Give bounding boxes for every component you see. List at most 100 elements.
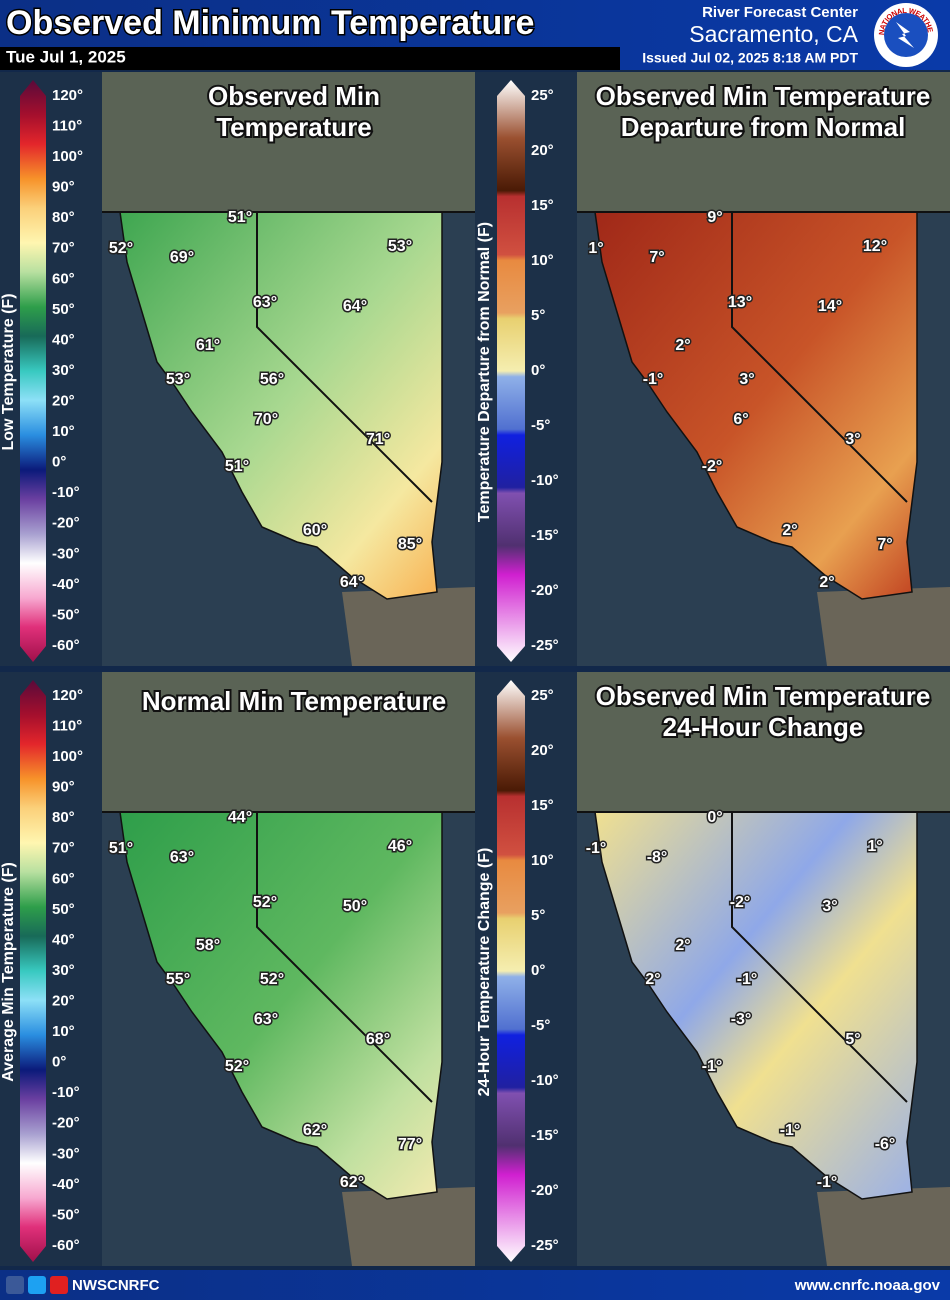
colorbar-tick: -5° bbox=[531, 1017, 550, 1034]
colorbar-label: Temperature Departure from Normal (F) bbox=[476, 222, 493, 522]
temp-label: 52° bbox=[225, 1058, 249, 1075]
terrain-south bbox=[342, 587, 475, 666]
logo-bolt bbox=[896, 22, 914, 48]
temp-label: 63° bbox=[254, 1011, 278, 1028]
website-url[interactable]: www.cnrfc.noaa.gov bbox=[794, 1277, 941, 1294]
colorbar-tick: 80° bbox=[52, 209, 75, 226]
temp-label: 46° bbox=[388, 838, 412, 855]
colorbar-tick: -40° bbox=[52, 1176, 80, 1193]
colorbar-tick: 0° bbox=[531, 962, 545, 979]
colorbar bbox=[20, 680, 46, 1262]
temp-label: 51° bbox=[109, 840, 133, 857]
temp-label: -1° bbox=[586, 840, 607, 857]
temp-label: 61° bbox=[196, 337, 220, 354]
temp-label: 63° bbox=[253, 294, 277, 311]
temp-label: 58° bbox=[196, 937, 220, 954]
colorbar-tick: 0° bbox=[52, 1054, 66, 1071]
colorbar-label: Low Temperature (F) bbox=[0, 293, 17, 450]
legend: 25° 20° 15° 10° 5° 0° -5° -10° -15° -20° -25° 24-Ho… bbox=[475, 672, 577, 1266]
temp-label: 64° bbox=[343, 298, 367, 315]
colorbar-tick: 100° bbox=[52, 148, 83, 165]
colorbar-tick: 90° bbox=[52, 179, 75, 196]
temp-label: 71° bbox=[366, 431, 390, 448]
temp-label: 60° bbox=[303, 522, 327, 539]
temp-label: 52° bbox=[109, 240, 133, 257]
legend: 120° 110° 100° 90° 80° 70° 60° 50° 40° 30° 20° 10° 0… bbox=[0, 672, 102, 1266]
colorbar-tick: -60° bbox=[52, 1237, 80, 1254]
temp-label: 1° bbox=[588, 240, 603, 257]
colorbar-tick: 50° bbox=[52, 901, 75, 918]
colorbar-tick: 40° bbox=[52, 331, 75, 348]
panel-title: Temperature bbox=[216, 112, 372, 142]
social-handle[interactable]: NWSCNRFC bbox=[72, 1277, 160, 1294]
social-icon[interactable] bbox=[50, 1276, 68, 1294]
temp-label: 12° bbox=[863, 238, 887, 255]
colorbar-tick: 25° bbox=[531, 687, 554, 704]
social-icon[interactable] bbox=[6, 1276, 24, 1294]
temp-label: -1° bbox=[780, 1122, 801, 1139]
colorbar bbox=[497, 680, 525, 1262]
panel-title: Normal Min Temperature bbox=[142, 686, 446, 716]
temp-label: 2° bbox=[782, 522, 797, 539]
map-panel: Normal Min Temperature 44° 51° 63° 46° 52° 50°… bbox=[102, 672, 475, 1266]
colorbar bbox=[497, 80, 525, 662]
panel-title: Observed Min Temperature bbox=[596, 81, 931, 111]
colorbar-tick: 30° bbox=[52, 962, 75, 979]
temp-label: 56° bbox=[260, 371, 284, 388]
ca-nv-border bbox=[256, 212, 433, 503]
temp-label: 14° bbox=[818, 298, 842, 315]
issued: Issued Jul 02, 2025 8:18 AM PDT bbox=[642, 50, 858, 66]
legend-panel bbox=[0, 672, 102, 1266]
temp-label: 2° bbox=[675, 337, 690, 354]
colorbar-tick: 50° bbox=[52, 301, 75, 318]
terrain-north bbox=[577, 72, 950, 212]
colorbar-tick: 20° bbox=[531, 742, 554, 759]
temp-label: 13° bbox=[728, 294, 752, 311]
colorbar-tick: -10° bbox=[52, 484, 80, 501]
ca-nv-border bbox=[256, 812, 433, 1103]
colorbar-tick: -25° bbox=[531, 1237, 559, 1254]
panel-title: Observed Min Temperature bbox=[596, 681, 931, 711]
temp-label: 68° bbox=[366, 1031, 390, 1048]
office-line1: River Forecast Center bbox=[702, 4, 858, 21]
temp-label: 3° bbox=[822, 898, 837, 915]
colorbar-tick: 0° bbox=[52, 454, 66, 471]
temp-label: -3° bbox=[731, 1011, 752, 1028]
legend-panel bbox=[475, 72, 577, 666]
temp-label: -1° bbox=[817, 1174, 838, 1191]
colorbar-label: Average Min Temperature (F) bbox=[0, 862, 17, 1082]
colorbar-tick: 110° bbox=[52, 118, 82, 135]
colorbar-tick: 10° bbox=[52, 1023, 75, 1040]
temp-label: 70° bbox=[254, 411, 278, 428]
temp-label: 0° bbox=[707, 809, 722, 826]
panel-title: 24-Hour Change bbox=[663, 712, 864, 742]
social-icon[interactable] bbox=[28, 1276, 46, 1294]
state-fill bbox=[119, 811, 443, 1200]
temp-label: 63° bbox=[170, 849, 194, 866]
temp-label: -2° bbox=[730, 894, 751, 911]
colorbar-tick: 5° bbox=[531, 307, 545, 324]
temp-label: -6° bbox=[875, 1136, 896, 1153]
colorbar-tick: 5° bbox=[531, 907, 545, 924]
ca-nv-border bbox=[731, 212, 908, 503]
colorbar-tick: 20° bbox=[52, 393, 75, 410]
colorbar-tick: 10° bbox=[531, 252, 554, 269]
temp-label: 3° bbox=[739, 371, 754, 388]
colorbar-tick: -5° bbox=[531, 417, 550, 434]
colorbar-tick: -10° bbox=[531, 472, 559, 489]
temp-label: 50° bbox=[343, 898, 367, 915]
terrain-south bbox=[817, 1187, 950, 1266]
colorbar-tick: -15° bbox=[531, 527, 559, 544]
colorbar-tick: 15° bbox=[531, 797, 554, 814]
colorbar-tick: -25° bbox=[531, 637, 559, 654]
office-line2: Sacramento, CA bbox=[689, 21, 858, 47]
temp-label: -1° bbox=[643, 371, 664, 388]
colorbar-tick: 30° bbox=[52, 362, 75, 379]
colorbar-tick: -10° bbox=[52, 1084, 80, 1101]
colorbar-tick: 40° bbox=[52, 931, 75, 948]
temp-label: 7° bbox=[877, 536, 892, 553]
terrain-south bbox=[817, 587, 950, 666]
logo-inner bbox=[884, 13, 928, 57]
